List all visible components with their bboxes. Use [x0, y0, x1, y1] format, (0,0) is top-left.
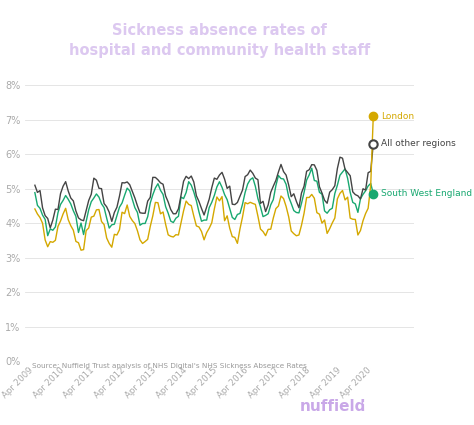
Text: Sickness absence rates of
hospital and community health staff: Sickness absence rates of hospital and c… [69, 23, 370, 58]
Text: South West England: South West England [381, 189, 472, 198]
Text: London: London [381, 112, 414, 121]
Text: Source: Nuffield Trust analysis of NHS Digital's NHS Sickness Absence Rates: Source: Nuffield Trust analysis of NHS D… [32, 363, 307, 368]
Text: All other regions: All other regions [381, 139, 456, 148]
